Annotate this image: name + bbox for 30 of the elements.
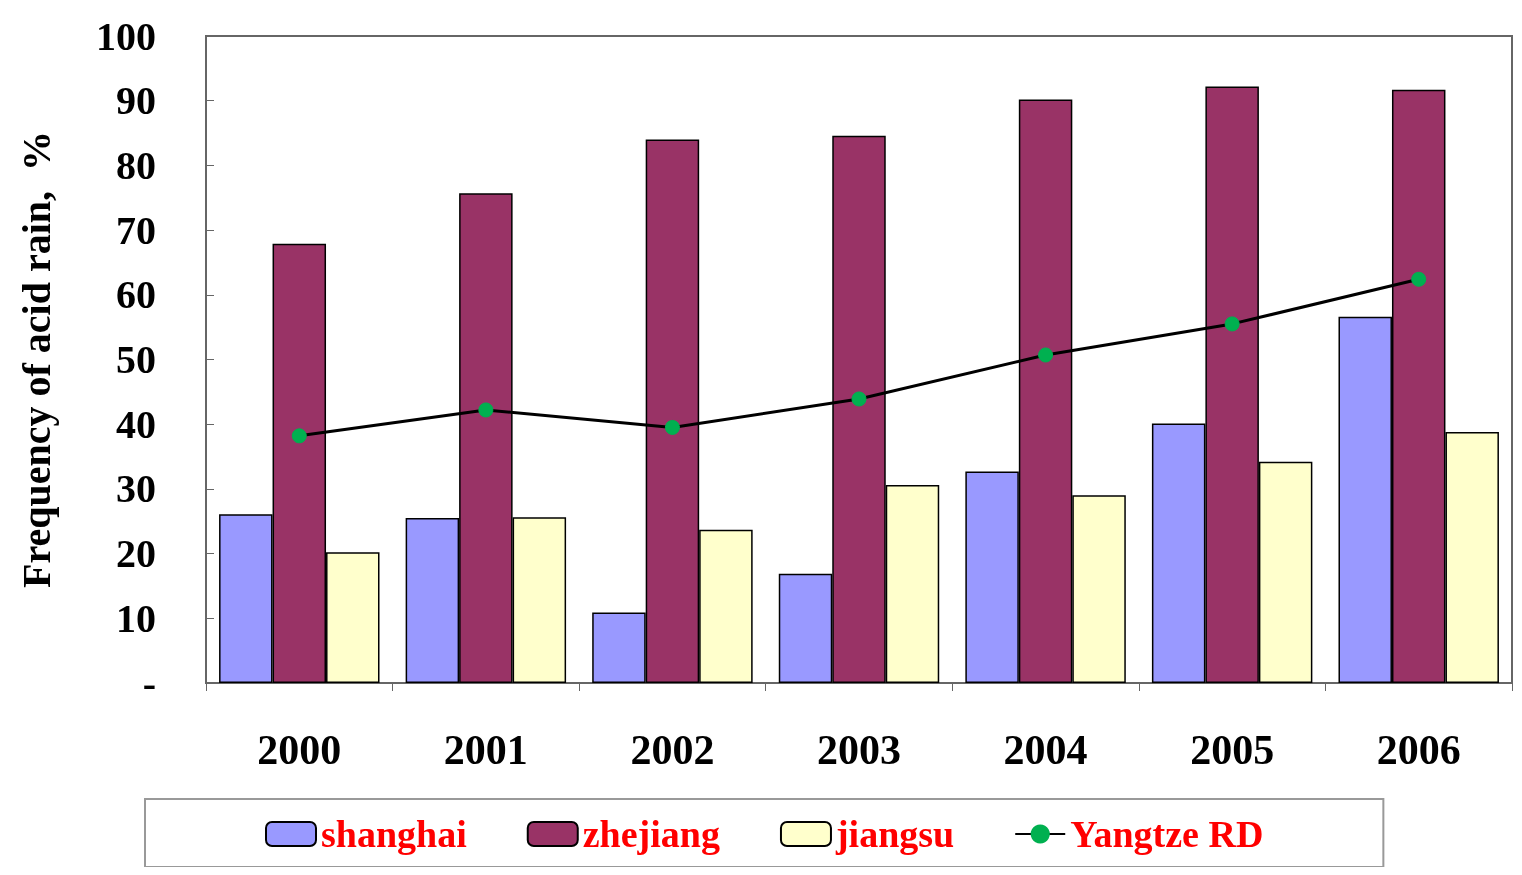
- y-tick-label: 100: [96, 13, 156, 59]
- y-axis-title: Frequency of acid rain, %: [13, 130, 59, 589]
- point: [291, 428, 307, 444]
- x-tick-label: 2003: [817, 727, 901, 773]
- point: [1224, 316, 1240, 332]
- y-tick-label: 60: [116, 272, 156, 318]
- point: [1411, 271, 1427, 287]
- y-tick-label: 10: [116, 595, 156, 641]
- y-tick-label: 30: [116, 466, 156, 512]
- point: [851, 391, 867, 407]
- x-tick-label: 2002: [630, 727, 715, 773]
- y-tick-label: -: [142, 660, 156, 706]
- y-tick-label: 90: [116, 78, 156, 124]
- y-tick-label: 40: [116, 401, 156, 447]
- x-tick-label: 2006: [1376, 727, 1461, 773]
- point: [478, 402, 494, 418]
- x-tick-label: 2000: [257, 727, 342, 773]
- point: [664, 419, 680, 435]
- x-tick-label: 2001: [443, 727, 528, 773]
- point: [1038, 347, 1054, 363]
- legend-label: shanghai: [321, 813, 467, 855]
- legend-label: Yangtze RD: [1070, 813, 1264, 855]
- y-tick-label: 20: [116, 531, 156, 577]
- legend-label: zhejiang: [582, 813, 720, 855]
- x-tick-label: 2004: [1003, 727, 1088, 773]
- x-tick-label: 2005: [1190, 727, 1275, 773]
- legend-label: jiangsu: [834, 813, 955, 855]
- y-tick-label: 50: [116, 337, 156, 382]
- y-tick-label: 80: [116, 142, 156, 188]
- y-tick-label: 70: [116, 207, 156, 253]
